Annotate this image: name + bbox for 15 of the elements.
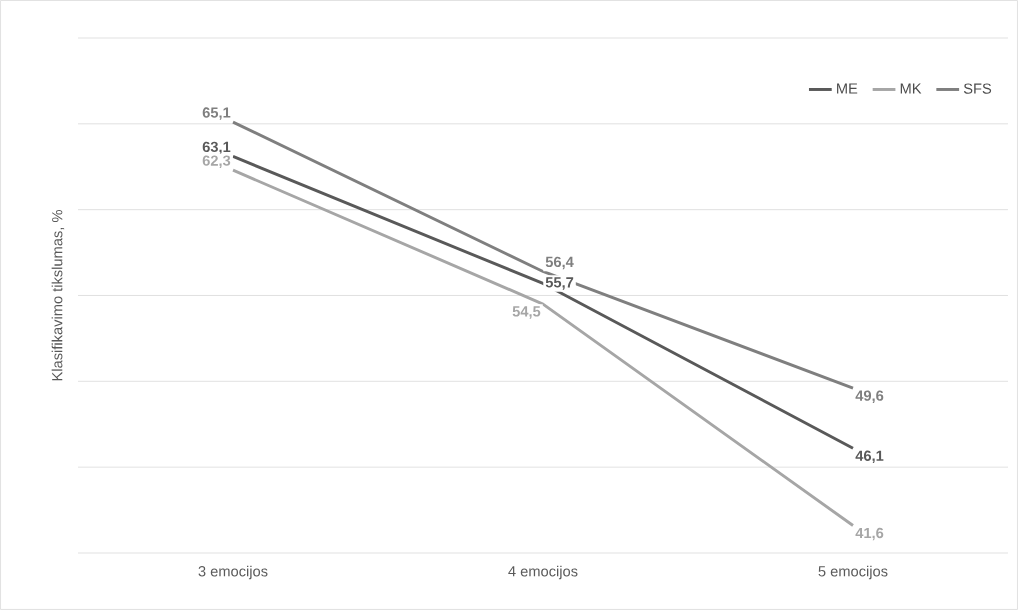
legend-label: SFS xyxy=(963,83,992,94)
data-label: 41,6 xyxy=(855,527,884,541)
data-label: 63,1 xyxy=(202,141,231,155)
x-tick-label: 5 emocijos xyxy=(818,565,888,580)
legend-label: ME xyxy=(837,83,858,94)
x-tick-label: 3 emocijos xyxy=(198,565,268,580)
data-label: 49,6 xyxy=(855,390,884,403)
data-label: 46,1 xyxy=(855,450,884,464)
y-axis-title: Klasifikavimo tikslumas, % xyxy=(51,210,65,381)
data-label: 62,3 xyxy=(202,155,231,168)
x-tick-label: 4 emocijos xyxy=(508,565,578,580)
data-label: 56,4 xyxy=(545,256,574,270)
data-label: 54,5 xyxy=(512,306,541,319)
legend-label: MK xyxy=(900,83,922,94)
data-label: 65,1 xyxy=(202,107,231,120)
